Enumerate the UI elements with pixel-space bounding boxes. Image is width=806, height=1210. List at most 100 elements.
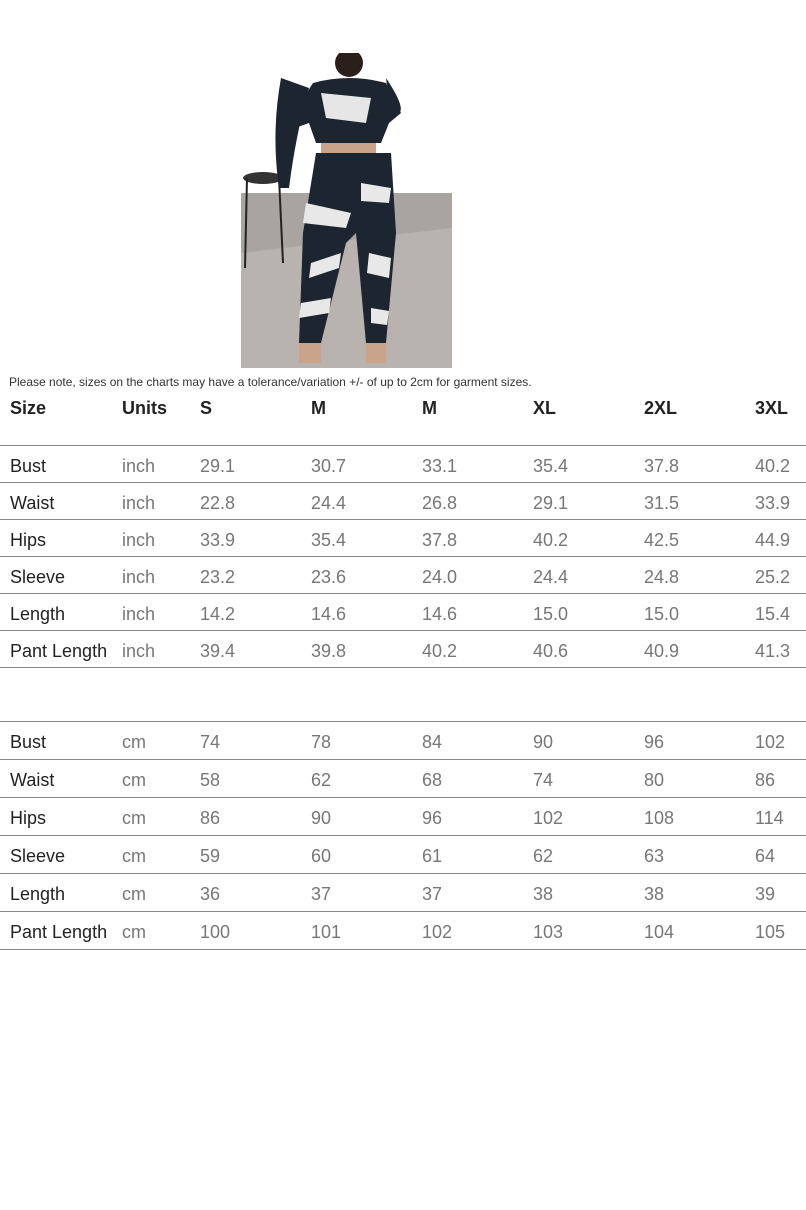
- size-tolerance-note: Please note, sizes on the charts may hav…: [9, 375, 532, 389]
- value-cell: 24.8: [644, 566, 680, 587]
- table-row: Waist inch 22.8 24.4 26.8 29.1 31.5 33.9: [0, 483, 806, 520]
- value-cell: 38: [644, 884, 665, 904]
- value-cell: 61: [422, 846, 443, 866]
- value-cell: 30.7: [311, 455, 347, 476]
- table-row: Pant Length inch 39.4 39.8 40.2 40.6 40.9 41.3: [0, 631, 806, 668]
- row-label: Waist: [10, 492, 55, 513]
- value-cell: 35.4: [533, 455, 569, 476]
- value-cell: 40.2: [533, 529, 569, 550]
- value-cell: M: [422, 398, 437, 418]
- value-cell: 100: [200, 922, 231, 942]
- row-label: Length: [10, 884, 66, 904]
- value-cell: 96: [644, 732, 665, 752]
- row-label: Sleeve: [10, 846, 66, 866]
- value-cell: 15.0: [533, 603, 569, 624]
- value-cell: 26.8: [422, 492, 458, 513]
- value-cell: 64: [755, 846, 776, 866]
- value-cell: 78: [311, 732, 332, 752]
- table-row: Waist cm 58 62 68 74 80 86: [0, 760, 806, 798]
- unit-cell: inch: [122, 455, 156, 476]
- value-cell: 24.4: [533, 566, 569, 587]
- value-cell: 44.9: [755, 529, 791, 550]
- unit-cell: Units: [122, 398, 167, 418]
- table-row: Sleeve cm 59 60 61 62 63 64: [0, 836, 806, 874]
- value-cell: M: [311, 398, 326, 418]
- header-row: Size Units S M M XL 2XL 3XL: [0, 398, 806, 422]
- product-photo: [241, 53, 452, 368]
- value-cell: 74: [533, 770, 554, 790]
- table-row: Length inch 14.2 14.6 14.6 15.0 15.0 15.4: [0, 594, 806, 631]
- value-cell: 86: [755, 770, 776, 790]
- value-cell: 37.8: [644, 455, 680, 476]
- row-label: Length: [10, 603, 66, 624]
- value-cell: 74: [200, 732, 221, 752]
- value-cell: 37: [311, 884, 332, 904]
- value-cell: 38: [533, 884, 554, 904]
- table-row: Bust inch 29.1 30.7 33.1 35.4 37.8 40.2: [0, 446, 806, 483]
- value-cell: 80: [644, 770, 665, 790]
- row-label: Pant Length: [10, 640, 108, 661]
- row-label: Pant Length: [10, 922, 108, 942]
- value-cell: 108: [644, 808, 675, 828]
- value-cell: 90: [311, 808, 332, 828]
- value-cell: 29.1: [200, 455, 236, 476]
- value-cell: 2XL: [644, 398, 678, 418]
- unit-cell: cm: [122, 770, 146, 790]
- unit-cell: cm: [122, 808, 146, 828]
- unit-cell: inch: [122, 492, 156, 513]
- table-row: Hips cm 86 90 96 102 108 114: [0, 798, 806, 836]
- unit-cell: inch: [122, 529, 156, 550]
- value-cell: 102: [533, 808, 564, 828]
- value-cell: XL: [533, 398, 557, 418]
- unit-cell: cm: [122, 922, 146, 942]
- value-cell: 41.3: [755, 640, 791, 661]
- unit-cell: cm: [122, 884, 146, 904]
- divider: [0, 445, 806, 446]
- unit-cell: cm: [122, 846, 146, 866]
- table-row: Sleeve inch 23.2 23.6 24.0 24.4 24.8 25.2: [0, 557, 806, 594]
- row-label: Bust: [10, 732, 47, 752]
- value-cell: 14.6: [422, 603, 458, 624]
- value-cell: 62: [311, 770, 332, 790]
- unit-cell: inch: [122, 603, 156, 624]
- row-label: Size: [10, 398, 47, 418]
- value-cell: 86: [200, 808, 221, 828]
- table-row: Hips inch 33.9 35.4 37.8 40.2 42.5 44.9: [0, 520, 806, 557]
- value-cell: 102: [422, 922, 453, 942]
- value-cell: 103: [533, 922, 564, 942]
- value-cell: 24.0: [422, 566, 458, 587]
- row-label: Hips: [10, 808, 47, 828]
- value-cell: 25.2: [755, 566, 791, 587]
- row-label: Hips: [10, 529, 47, 550]
- value-cell: 101: [311, 922, 342, 942]
- value-cell: 42.5: [644, 529, 680, 550]
- unit-cell: cm: [122, 732, 146, 752]
- value-cell: 60: [311, 846, 332, 866]
- value-cell: 22.8: [200, 492, 236, 513]
- value-cell: 29.1: [533, 492, 569, 513]
- value-cell: 36: [200, 884, 221, 904]
- value-cell: 33.9: [200, 529, 236, 550]
- value-cell: 37: [422, 884, 443, 904]
- value-cell: 40.2: [422, 640, 458, 661]
- value-cell: 14.6: [311, 603, 347, 624]
- value-cell: 40.6: [533, 640, 569, 661]
- value-cell: 39.4: [200, 640, 236, 661]
- table-row: Pant Length cm 100 101 102 103 104 105: [0, 912, 806, 950]
- value-cell: 15.4: [755, 603, 791, 624]
- value-cell: 31.5: [644, 492, 680, 513]
- value-cell: 37.8: [422, 529, 458, 550]
- value-cell: 14.2: [200, 603, 236, 624]
- value-cell: 84: [422, 732, 443, 752]
- value-cell: 23.2: [200, 566, 236, 587]
- value-cell: 35.4: [311, 529, 347, 550]
- row-label: Sleeve: [10, 566, 66, 587]
- value-cell: 63: [644, 846, 665, 866]
- value-cell: 40.9: [644, 640, 680, 661]
- value-cell: 40.2: [755, 455, 791, 476]
- unit-cell: inch: [122, 566, 156, 587]
- value-cell: 102: [755, 732, 786, 752]
- value-cell: 96: [422, 808, 443, 828]
- row-label: Waist: [10, 770, 55, 790]
- value-cell: 24.4: [311, 492, 347, 513]
